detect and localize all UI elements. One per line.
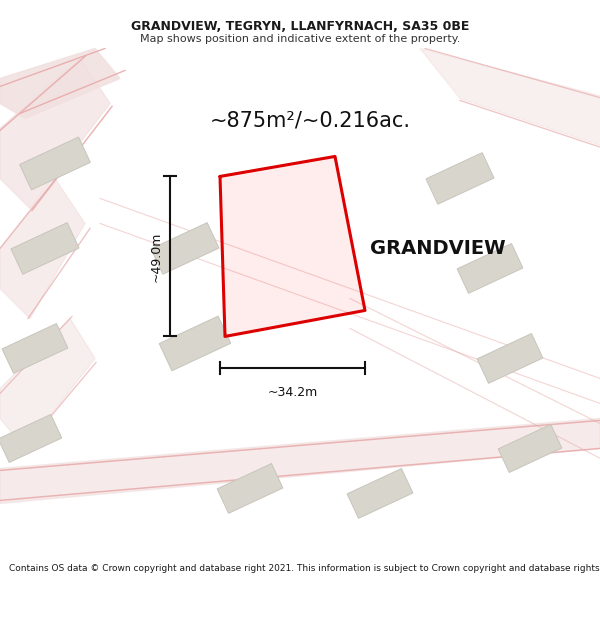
Polygon shape (0, 414, 62, 462)
Text: Contains OS data © Crown copyright and database right 2021. This information is : Contains OS data © Crown copyright and d… (9, 564, 600, 572)
Polygon shape (457, 244, 523, 293)
Polygon shape (347, 469, 413, 518)
Polygon shape (217, 464, 283, 513)
Polygon shape (11, 222, 79, 274)
Text: ~875m²/~0.216ac.: ~875m²/~0.216ac. (210, 111, 411, 131)
Polygon shape (426, 152, 494, 204)
Polygon shape (0, 179, 85, 319)
Polygon shape (498, 424, 562, 472)
Polygon shape (420, 49, 600, 149)
Text: GRANDVIEW, TEGRYN, LLANFYRNACH, SA35 0BE: GRANDVIEW, TEGRYN, LLANFYRNACH, SA35 0BE (131, 20, 469, 32)
Polygon shape (159, 316, 231, 371)
Polygon shape (151, 222, 219, 274)
Polygon shape (0, 49, 120, 119)
Text: GRANDVIEW: GRANDVIEW (370, 239, 506, 258)
Text: Map shows position and indicative extent of the property.: Map shows position and indicative extent… (140, 34, 460, 44)
Polygon shape (2, 324, 68, 373)
Text: ~34.2m: ~34.2m (268, 386, 317, 399)
Polygon shape (0, 59, 110, 209)
Text: ~49.0m: ~49.0m (149, 231, 163, 282)
Polygon shape (20, 137, 91, 190)
Polygon shape (0, 319, 95, 449)
Polygon shape (220, 156, 365, 336)
Polygon shape (477, 334, 543, 383)
Polygon shape (0, 419, 600, 504)
